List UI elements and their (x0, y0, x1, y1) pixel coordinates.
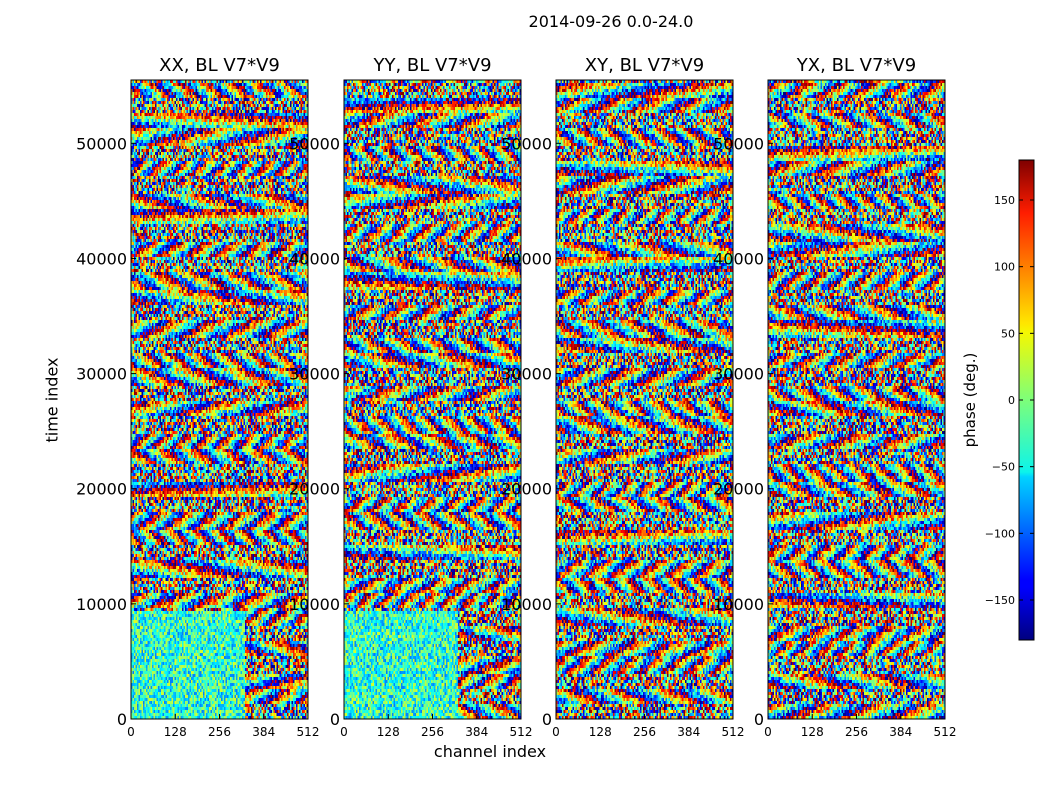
y-tick-label: 10000 (713, 595, 764, 614)
phase-raster (344, 80, 521, 719)
y-tick-label: 40000 (713, 249, 764, 268)
x-tick-label: 0 (764, 725, 772, 739)
y-tick-label: 0 (754, 710, 764, 729)
x-tick-label: 0 (340, 725, 348, 739)
y-tick-label: 30000 (501, 365, 552, 384)
y-tick-label: 30000 (76, 365, 127, 384)
colorbar-tick-label: −50 (992, 461, 1015, 474)
panel-title-yx: YX, BL V7*V9 (796, 55, 917, 76)
colorbar-tick-label: 100 (994, 261, 1015, 274)
y-tick-label: 20000 (501, 480, 552, 499)
colorbar-tick-label: −100 (985, 527, 1015, 540)
y-tick-label: 10000 (76, 595, 127, 614)
panel-title-xx: XX, BL V7*V9 (159, 55, 280, 76)
panel-2: 0 128 256 384 512 0 10000 20000 30000 40000 50000 (501, 79, 745, 739)
x-tick-label: 384 (465, 725, 488, 739)
y-tick-label: 10000 (501, 595, 552, 614)
x-tick-label: 512 (722, 725, 745, 739)
panel-title-yy: YY, BL V7*V9 (373, 55, 492, 76)
y-tick-label: 20000 (713, 480, 764, 499)
x-tick-label: 256 (421, 725, 444, 739)
y-tick-label: 20000 (76, 480, 127, 499)
x-tick-label: 0 (127, 725, 135, 739)
x-tick-label: 128 (801, 725, 824, 739)
panel-title-xy: XY, BL V7*V9 (584, 55, 705, 76)
x-tick-label: 256 (845, 725, 868, 739)
y-tick-label: 50000 (289, 134, 340, 153)
x-tick-label: 512 (297, 725, 320, 739)
y-tick-label: 20000 (289, 480, 340, 499)
colorbar-tick-label: −150 (985, 594, 1015, 607)
panel-3: 0 128 256 384 512 0 10000 20000 30000 40000 50000 (713, 79, 957, 739)
panel-1: 0 128 256 384 512 0 10000 20000 30000 40000 50000 (289, 79, 533, 739)
x-tick-label: 512 (510, 725, 533, 739)
y-tick-label: 10000 (289, 595, 340, 614)
y-tick-label: 30000 (289, 365, 340, 384)
phase-raster (556, 80, 733, 719)
x-tick-label: 128 (164, 725, 187, 739)
x-tick-label: 256 (633, 725, 656, 739)
y-tick-label: 40000 (76, 249, 127, 268)
x-tick-label: 384 (677, 725, 700, 739)
x-tick-label: 512 (934, 725, 957, 739)
y-tick-label: 0 (330, 710, 340, 729)
phase-raster (768, 80, 945, 719)
y-tick-label: 40000 (289, 249, 340, 268)
x-tick-label: 128 (589, 725, 612, 739)
x-axis-label: channel index (433, 742, 547, 761)
colorbar-tick-label: 50 (1001, 327, 1015, 340)
y-tick-label: 30000 (713, 365, 764, 384)
x-tick-label: 0 (552, 725, 560, 739)
y-tick-label: 0 (117, 710, 127, 729)
y-tick-label: 0 (542, 710, 552, 729)
x-tick-label: 384 (889, 725, 912, 739)
phase-raster (131, 80, 308, 719)
colorbar-tick-label: 150 (994, 194, 1015, 207)
y-tick-label: 50000 (76, 134, 127, 153)
colorbar-tick-label: 0 (1008, 394, 1015, 407)
y-tick-label: 50000 (501, 134, 552, 153)
x-tick-label: 128 (377, 725, 400, 739)
y-tick-label: 40000 (501, 249, 552, 268)
x-tick-label: 384 (252, 725, 275, 739)
x-tick-label: 256 (208, 725, 231, 739)
panel-0: 0 128 256 384 512 0 10000 20000 30000 40000 50000 (76, 79, 320, 739)
figure-title: 2014-09-26 0.0-24.0 (528, 12, 694, 31)
y-tick-label: 50000 (713, 134, 764, 153)
